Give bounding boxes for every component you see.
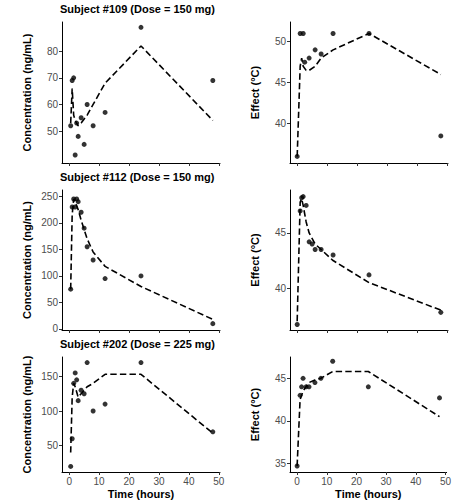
svg-text:30: 30 xyxy=(153,476,165,487)
svg-text:250: 250 xyxy=(41,191,58,202)
svg-text:35: 35 xyxy=(275,458,287,469)
svg-text:200: 200 xyxy=(41,217,58,228)
svg-text:0: 0 xyxy=(52,323,58,334)
svg-text:40: 40 xyxy=(275,415,287,426)
svg-text:150: 150 xyxy=(41,244,58,255)
svg-text:40: 40 xyxy=(410,476,422,487)
svg-text:40: 40 xyxy=(275,118,287,129)
svg-text:20: 20 xyxy=(351,476,363,487)
svg-text:100: 100 xyxy=(41,270,58,281)
svg-text:30: 30 xyxy=(381,476,393,487)
svg-text:Effect (°C): Effect (°C) xyxy=(249,233,261,287)
svg-text:Concentration (ng/mL): Concentration (ng/mL) xyxy=(21,355,33,473)
svg-text:150: 150 xyxy=(41,371,58,382)
svg-text:45: 45 xyxy=(275,227,287,238)
svg-text:Effect (°C): Effect (°C) xyxy=(249,388,261,442)
svg-text:50: 50 xyxy=(47,440,59,451)
svg-text:70: 70 xyxy=(47,72,59,83)
svg-text:0: 0 xyxy=(66,476,72,487)
svg-text:40: 40 xyxy=(275,283,287,294)
svg-text:Subject #202 (Dose = 225 mg): Subject #202 (Dose = 225 mg) xyxy=(60,338,215,350)
svg-text:20: 20 xyxy=(123,476,135,487)
svg-text:50: 50 xyxy=(47,126,59,137)
svg-text:40: 40 xyxy=(183,476,195,487)
svg-text:Time (hours): Time (hours) xyxy=(335,488,402,500)
svg-text:45: 45 xyxy=(275,77,287,88)
svg-text:Subject #109 (Dose = 150 mg): Subject #109 (Dose = 150 mg) xyxy=(60,3,215,15)
svg-text:100: 100 xyxy=(41,406,58,417)
svg-text:Concentration (ng/mL): Concentration (ng/mL) xyxy=(21,33,33,151)
svg-text:Effect (°C): Effect (°C) xyxy=(249,66,261,120)
svg-text:50: 50 xyxy=(275,36,287,47)
svg-text:10: 10 xyxy=(321,476,333,487)
svg-text:80: 80 xyxy=(47,46,59,57)
svg-text:Subject #112 (Dose = 150 mg): Subject #112 (Dose = 150 mg) xyxy=(60,171,215,183)
svg-text:50: 50 xyxy=(213,476,225,487)
svg-text:Time (hours): Time (hours) xyxy=(108,488,175,500)
svg-text:Concentration (ng/mL): Concentration (ng/mL) xyxy=(21,201,33,319)
svg-text:10: 10 xyxy=(94,476,106,487)
svg-text:50: 50 xyxy=(440,476,452,487)
svg-text:45: 45 xyxy=(275,373,287,384)
svg-text:60: 60 xyxy=(47,99,59,110)
svg-text:0: 0 xyxy=(294,476,300,487)
svg-text:50: 50 xyxy=(47,297,59,308)
